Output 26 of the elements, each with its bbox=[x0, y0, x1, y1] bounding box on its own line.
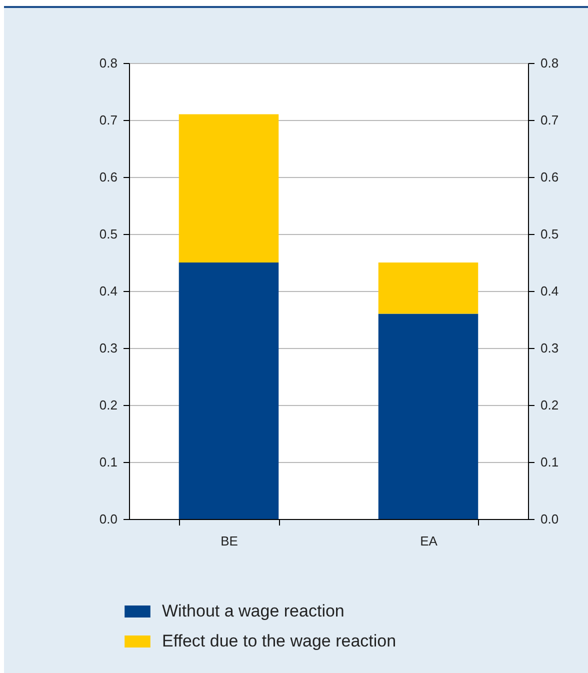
legend-label: Without a wage reaction bbox=[162, 602, 344, 620]
y-tick-label: 0.2 bbox=[99, 398, 118, 412]
y2-tick-label: 0.3 bbox=[540, 340, 559, 356]
y-tick-label: 0.0 bbox=[99, 512, 118, 526]
y-tick-label: 0.6 bbox=[99, 170, 118, 184]
y-tick-label: 0.3 bbox=[99, 340, 118, 356]
y-tick-label: 0.4 bbox=[99, 284, 118, 298]
y2-tick-label: 0.0 bbox=[540, 512, 559, 526]
legend-label: Effect due to the wage reaction bbox=[162, 632, 396, 650]
y2-tick-label: 0.1 bbox=[540, 454, 559, 470]
bar bbox=[378, 314, 478, 519]
bar bbox=[378, 262, 478, 314]
bar bbox=[178, 262, 279, 519]
bar bbox=[178, 114, 279, 262]
y2-tick-label: 0.8 bbox=[540, 56, 559, 70]
y-tick-label: 0.1 bbox=[99, 454, 118, 470]
y2-tick-label: 0.5 bbox=[540, 226, 559, 242]
x-tick-label: EA bbox=[420, 534, 438, 548]
y-tick-label: 0.5 bbox=[99, 226, 118, 242]
y2-tick-label: 0.7 bbox=[540, 112, 559, 128]
y-tick-label: 0.8 bbox=[99, 56, 118, 70]
y2-tick-label: 0.2 bbox=[540, 398, 559, 412]
y-tick-label: 0.7 bbox=[99, 112, 118, 128]
x-tick-label: BE bbox=[220, 534, 238, 548]
y2-tick-label: 0.6 bbox=[540, 170, 559, 184]
y2-tick-label: 0.4 bbox=[540, 284, 559, 298]
